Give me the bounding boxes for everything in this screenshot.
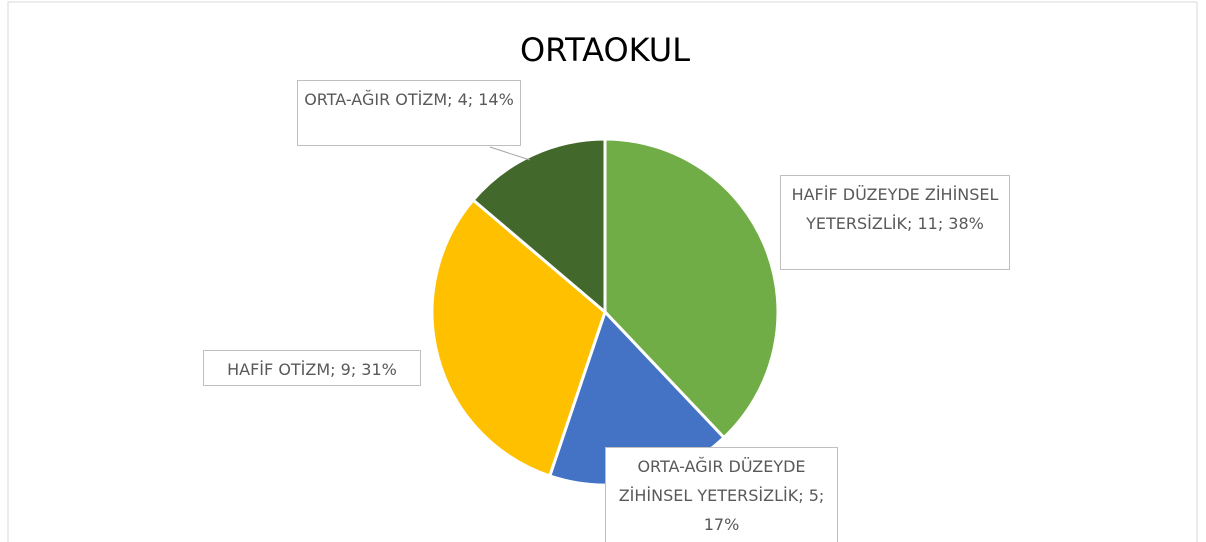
leader-line xyxy=(489,146,531,161)
data-label: ORTA-AĞIR DÜZEYDE ZİHİNSEL YETERSİZLİK; … xyxy=(605,447,838,542)
data-label: HAFİF DÜZEYDE ZİHİNSEL YETERSİZLİK; 11; … xyxy=(780,175,1010,270)
data-label-box: HAFİF DÜZEYDE ZİHİNSEL YETERSİZLİK; 11; … xyxy=(780,175,1010,270)
pie-slice xyxy=(471,137,607,316)
data-label-box: ORTA-AĞIR OTİZM; 4; 14% xyxy=(297,80,521,146)
chart-title: ORTAOKUL xyxy=(520,31,690,69)
data-label-box: ORTA-AĞIR DÜZEYDE ZİHİNSEL YETERSİZLİK; … xyxy=(605,447,838,542)
data-label-box: HAFİF OTİZM; 9; 31% xyxy=(203,350,421,386)
data-label: HAFİF OTİZM; 9; 31% xyxy=(203,350,421,386)
pie-slice xyxy=(430,197,607,478)
data-label: ORTA-AĞIR OTİZM; 4; 14% xyxy=(297,80,521,146)
pie-slice xyxy=(603,137,780,440)
